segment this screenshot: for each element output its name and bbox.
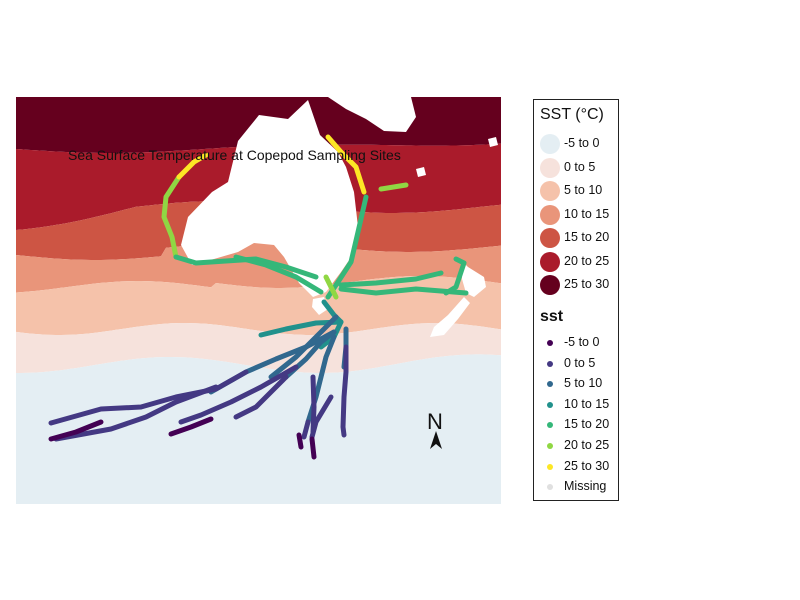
sst-band-swatch xyxy=(540,228,560,248)
sst-band-label: 20 to 25 xyxy=(564,253,610,268)
north-arrow-icon xyxy=(430,431,442,449)
sampling-track xyxy=(309,436,317,460)
sampling-track xyxy=(178,364,299,425)
islands xyxy=(416,137,498,177)
map-canvas: Sea Surface Temperature at Copepod Sampl… xyxy=(16,97,501,504)
sst-band-label: 0 to 5 xyxy=(564,159,596,174)
sst-point-swatch xyxy=(547,422,553,429)
sampling-track xyxy=(338,286,469,296)
sst-point-legend-item: 0 to 5 xyxy=(534,354,618,374)
map-title: Sea Surface Temperature at Copepod Sampl… xyxy=(68,147,401,163)
sst-point-label: 5 to 10 xyxy=(564,376,603,391)
sampling-track xyxy=(296,432,304,450)
sst-band-legend-item: 5 to 10 xyxy=(534,181,618,201)
sst-point-label: -5 to 0 xyxy=(564,335,600,349)
sst-point-legend-item: 15 to 20 xyxy=(534,415,618,435)
new-guinea xyxy=(328,97,416,132)
sst-band xyxy=(16,323,501,373)
sst-bands-layer xyxy=(16,97,501,504)
sst-point-swatch xyxy=(547,360,553,367)
sst-band-swatch xyxy=(540,181,560,201)
sampling-tracks-layer xyxy=(48,134,469,460)
sst-band-label: 25 to 30 xyxy=(564,277,610,291)
sst-band-swatch xyxy=(540,134,560,154)
sst-band-legend-item: 0 to 5 xyxy=(534,157,618,178)
sst-band-swatch xyxy=(540,204,560,225)
sst-point-swatch xyxy=(547,484,553,491)
sampling-track xyxy=(325,134,367,195)
sst-map: Sea Surface Temperature at Copepod Sampl… xyxy=(16,97,501,504)
sampling-track xyxy=(443,256,467,296)
sst-point-legend-item: -5 to 0 xyxy=(534,333,618,353)
sampling-track xyxy=(161,174,182,260)
new-zealand-north xyxy=(461,260,486,297)
sampling-track xyxy=(48,419,104,442)
sampling-track xyxy=(310,374,317,435)
sampling-track xyxy=(340,344,349,438)
sst-point-legend-item: 5 to 10 xyxy=(534,374,618,394)
sst-point-swatch xyxy=(547,463,553,470)
sst-point-swatch xyxy=(547,443,553,449)
sst-point-label: Missing xyxy=(564,479,607,494)
sst-band-label: 15 to 20 xyxy=(564,230,610,244)
sampling-track xyxy=(323,274,339,300)
sampling-track xyxy=(338,270,444,288)
sst-band-legend-item: 20 to 25 xyxy=(534,251,618,272)
sst-band-swatch xyxy=(540,275,560,295)
new-zealand-south xyxy=(430,297,470,337)
sampling-track xyxy=(168,416,214,437)
north-arrow: N xyxy=(427,409,443,449)
sst-band-label: 10 to 15 xyxy=(564,206,610,221)
sst-points-legend-title: sst xyxy=(540,308,564,325)
sst-point-label: 20 to 25 xyxy=(564,438,610,452)
sampling-track xyxy=(268,314,339,380)
sampling-track xyxy=(233,374,289,420)
sst-band-legend-item: -5 to 0 xyxy=(534,134,618,154)
sst-point-swatch xyxy=(547,340,553,346)
sampling-track xyxy=(233,254,324,295)
sst-bands-legend-title: SST (°C) xyxy=(540,106,604,123)
sst-band-swatch xyxy=(540,157,560,178)
sst-point-legend-item: 20 to 25 xyxy=(534,436,618,456)
australia-landmass xyxy=(181,100,358,297)
sst-band-label: 5 to 10 xyxy=(564,183,603,197)
sst-point-label: 25 to 30 xyxy=(564,458,610,473)
sampling-track xyxy=(325,194,369,300)
sst-point-legend-item: 10 to 15 xyxy=(534,395,618,415)
sst-point-label: 15 to 20 xyxy=(564,417,610,432)
sst-point-label: 10 to 15 xyxy=(564,396,610,411)
sst-band-label: -5 to 0 xyxy=(564,136,600,150)
sst-point-swatch xyxy=(547,381,553,388)
north-arrow-label: N xyxy=(427,409,443,434)
sst-band xyxy=(16,354,501,504)
sst-band-swatch xyxy=(540,251,560,272)
sst-band-legend-item: 15 to 20 xyxy=(534,228,618,248)
sst-point-label: 0 to 5 xyxy=(564,355,596,370)
sst-band xyxy=(16,242,501,293)
sampling-track xyxy=(176,152,209,180)
sst-point-swatch xyxy=(547,401,553,408)
sst-point-legend-item: 25 to 30 xyxy=(534,457,618,477)
sst-band-legend-item: 25 to 30 xyxy=(534,275,618,295)
sampling-track xyxy=(378,182,409,192)
sampling-track xyxy=(301,419,311,440)
sst-band-legend-item: 10 to 15 xyxy=(534,204,618,225)
sampling-track xyxy=(48,369,249,426)
sst-point-legend-item: Missing xyxy=(534,477,618,497)
sampling-track xyxy=(53,384,219,442)
map-legend: SST (°C) -5 to 0 0 to 5 5 to 10 10 to 15 15 … xyxy=(533,99,619,501)
